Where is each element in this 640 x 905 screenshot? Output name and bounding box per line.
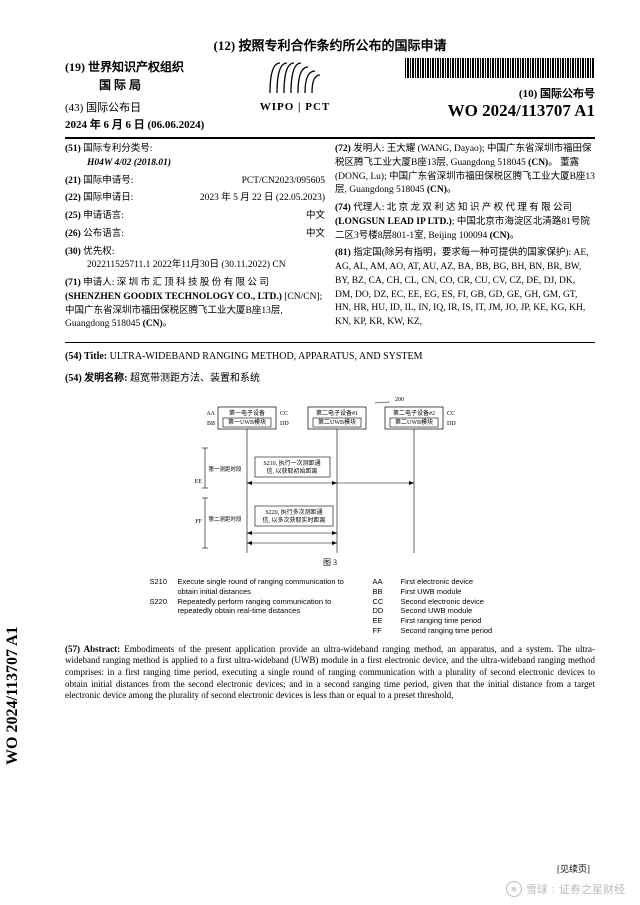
bib-item: (51) 国际专利分类号:H04W 4/02 (2018.01) [65, 143, 325, 171]
bib-right-column: (72) 发明人: 王大耀 (WANG, Dayao); 中国广东省深圳市福田保… [335, 143, 595, 336]
bib-item: (30) 优先权:202211525711.1 2022年11月30日 (30.… [65, 246, 325, 274]
bib-left-column: (51) 国际专利分类号:H04W 4/02 (2018.01) (21) 国际申… [65, 143, 325, 336]
bib-item: (25) 申请语言:中文 [65, 210, 325, 224]
header-row: (19) 世界知识产权组织 国 际 局 (43) 国际公布日 2024 年 6 … [65, 58, 595, 133]
kind-line-12: (12) 按照专利合作条约所公布的国际申请 [65, 35, 595, 54]
divider [65, 137, 595, 139]
svg-text:信, 以获取初始距离: 信, 以获取初始距离 [266, 467, 317, 475]
abstract-block: (57) Abstract: Embodiments of the presen… [65, 644, 595, 702]
snowball-icon: ❄ [506, 881, 522, 897]
legend-row: CCSecond electronic device [373, 597, 511, 607]
abstract-text: Embodiments of the present application p… [65, 644, 595, 701]
svg-text:FF: FF [195, 519, 202, 525]
divider [65, 342, 595, 343]
legend-row: EEFirst ranging time period [373, 616, 511, 626]
vertical-pubno: WO 2024/113707 A1 [4, 626, 22, 765]
title-en: ULTRA-WIDEBAND RANGING METHOD, APPARATUS… [110, 351, 423, 362]
bib-item: (74) 代理人: 北 京 龙 双 利 达 知 识 产 权 代 理 有 限 公司… [335, 202, 595, 243]
pubdate-label: (43) 国际公布日 [65, 100, 235, 117]
svg-text:第二UWB模块: 第二UWB模块 [395, 418, 433, 426]
svg-text:第二电子设备#2: 第二电子设备#2 [393, 409, 435, 417]
org-line-19: (19) 世界知识产权组织 [65, 58, 235, 76]
watermark-source: 雪球 [526, 881, 548, 897]
legend-row: DDSecond UWB module [373, 606, 511, 616]
figure-legend: S210Execute single round of ranging comm… [65, 577, 595, 636]
bib-item: (26) 公布语言:中文 [65, 228, 325, 242]
abstract-label: (57) Abstract: [65, 644, 120, 654]
wipo-logo-icon [260, 58, 330, 98]
bib-item: (21) 国际申请号:PCT/CN2023/095605 [65, 175, 325, 189]
legend-row: S220Repeatedly perform ranging communica… [150, 597, 348, 617]
legend-row: AAFirst electronic device [373, 577, 511, 587]
figure-3-diagram: 200 AA BB 第一电子设备 第一UWB模块 CC DD 第二电子设备#1 … [180, 393, 480, 568]
svg-text:S220, 执行多次测距通: S220, 执行多次测距通 [265, 508, 322, 516]
svg-text:DD: DD [447, 421, 456, 427]
svg-text:第二UWB模块: 第二UWB模块 [318, 418, 356, 426]
svg-text:第二电子设备#1: 第二电子设备#1 [316, 409, 358, 417]
wipo-pct-label: WIPO | PCT [235, 101, 355, 113]
legend-row: FFSecond ranging time period [373, 626, 511, 636]
svg-text:BB: BB [207, 421, 215, 427]
watermark: ❄ 雪球 : 证券之星财经 [506, 881, 625, 897]
bib-item: (71) 申请人: 深 圳 市 汇 顶 科 技 股 份 有 限 公 司 (SHE… [65, 277, 325, 332]
svg-text:200: 200 [395, 397, 404, 403]
svg-text:CC: CC [447, 411, 455, 417]
pubno-label: (10) 国际公布号 [355, 85, 595, 101]
continued-note: [见续页] [557, 862, 590, 875]
svg-text:第一UWB模块: 第一UWB模块 [228, 418, 266, 426]
title-cn: 超宽带测距方法、装置和系统 [130, 373, 260, 384]
title-en-label: (54) Title: [65, 351, 107, 362]
legend-row: S210Execute single round of ranging comm… [150, 577, 348, 597]
svg-text:第二测距时段: 第二测距时段 [208, 515, 242, 523]
legend-row: BBFirst UWB module [373, 587, 511, 597]
bib-item: (72) 发明人: 王大耀 (WANG, Dayao); 中国广东省深圳市福田保… [335, 143, 595, 198]
title-en-row: (54) Title: ULTRA-WIDEBAND RANGING METHO… [65, 349, 595, 365]
bureau: 国 际 局 [65, 76, 175, 94]
svg-text:CC: CC [280, 411, 288, 417]
title-cn-label: (54) 发明名称: [65, 373, 128, 384]
pubdate: 2024 年 6 月 6 日 (06.06.2024) [65, 117, 235, 134]
svg-text:信, 以多次获取实时距离: 信, 以多次获取实时距离 [262, 516, 325, 524]
barcode-icon [405, 58, 595, 78]
watermark-author: 证券之星财经 [559, 881, 625, 897]
bib-item: (22) 国际申请日:2023 年 5 月 22 日 (22.05.2023) [65, 192, 325, 206]
svg-text:第一测距时段: 第一测距时段 [208, 465, 242, 473]
svg-text:S210, 执行一次测距通: S210, 执行一次测距通 [263, 459, 320, 467]
bib-item: (81) 指定国(除另有指明，要求每一种可提供的国家保护): AE, AG, A… [335, 247, 595, 330]
publication-number: WO 2024/113707 A1 [355, 101, 595, 121]
svg-text:EE: EE [195, 479, 203, 485]
svg-text:第一电子设备: 第一电子设备 [229, 409, 265, 417]
svg-text:图 3: 图 3 [323, 558, 337, 567]
svg-text:AA: AA [206, 411, 215, 417]
svg-text:DD: DD [280, 421, 289, 427]
title-cn-row: (54) 发明名称: 超宽带测距方法、装置和系统 [65, 371, 595, 387]
